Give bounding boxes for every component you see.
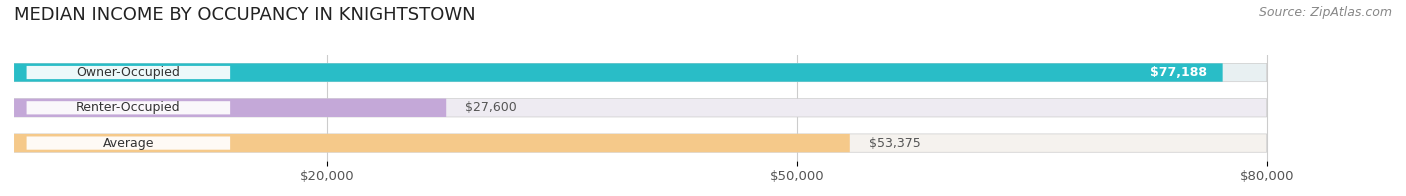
FancyBboxPatch shape	[14, 134, 849, 152]
Text: Renter-Occupied: Renter-Occupied	[76, 101, 181, 114]
FancyBboxPatch shape	[27, 101, 231, 114]
FancyBboxPatch shape	[14, 99, 446, 117]
Text: $77,188: $77,188	[1150, 66, 1206, 79]
FancyBboxPatch shape	[14, 99, 1267, 117]
FancyBboxPatch shape	[27, 66, 231, 79]
Text: $53,375: $53,375	[869, 137, 921, 150]
FancyBboxPatch shape	[14, 134, 1267, 152]
Text: MEDIAN INCOME BY OCCUPANCY IN KNIGHTSTOWN: MEDIAN INCOME BY OCCUPANCY IN KNIGHTSTOW…	[14, 6, 475, 24]
FancyBboxPatch shape	[14, 63, 1223, 82]
FancyBboxPatch shape	[14, 63, 1267, 82]
FancyBboxPatch shape	[27, 136, 231, 150]
Text: Source: ZipAtlas.com: Source: ZipAtlas.com	[1258, 6, 1392, 19]
Text: $27,600: $27,600	[465, 101, 517, 114]
Text: Average: Average	[103, 137, 155, 150]
Text: Owner-Occupied: Owner-Occupied	[76, 66, 180, 79]
